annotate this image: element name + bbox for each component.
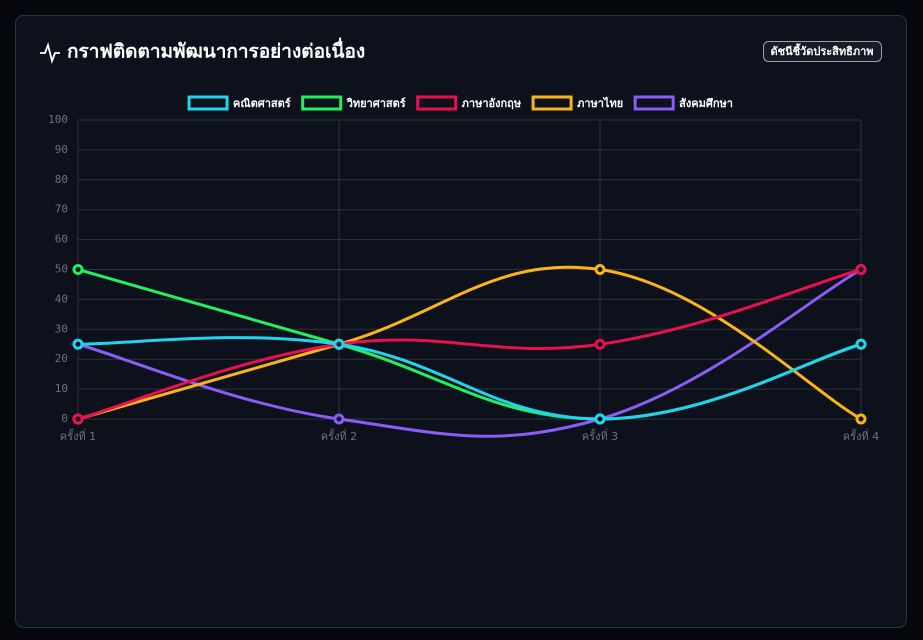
series-line	[77, 336, 862, 421]
y-tick-label: 90	[55, 143, 68, 156]
x-tick-label: ครั้งที่ 3	[582, 428, 618, 443]
y-tick-label: 0	[61, 412, 68, 425]
point[interactable]	[72, 413, 84, 425]
y-tick-label: 30	[55, 322, 68, 335]
point[interactable]	[594, 264, 606, 275]
point[interactable]	[333, 413, 345, 425]
point[interactable]	[594, 338, 606, 350]
x-tick-label: ครั้งที่ 1	[60, 428, 96, 443]
legend-swatch[interactable]	[633, 95, 675, 111]
y-tick-label: 50	[55, 263, 68, 276]
y-tick-label: 100	[48, 113, 68, 126]
legend-label[interactable]: ภาษาไทย	[577, 96, 623, 110]
y-tick-label: 20	[55, 352, 68, 365]
pulse-icon	[40, 41, 60, 65]
y-tick-label: 70	[55, 203, 68, 216]
legend-label[interactable]: ภาษาอังกฤษ	[462, 97, 522, 110]
x-tick-label: ครั้งที่ 4	[843, 428, 879, 443]
point[interactable]	[333, 338, 345, 350]
y-tick-label: 10	[55, 382, 68, 395]
series-line	[77, 265, 862, 421]
badge-label[interactable]: ดัชนีชี้วัดประสิทธิภาพ	[770, 43, 873, 58]
point[interactable]	[72, 264, 84, 275]
legend-label[interactable]: วิทยาศาสตร์	[346, 97, 406, 110]
y-tick-label: 80	[55, 173, 68, 186]
legend-swatch[interactable]	[416, 95, 458, 111]
legend-swatch[interactable]	[187, 95, 229, 111]
point[interactable]	[594, 413, 606, 425]
point[interactable]	[855, 338, 867, 350]
chart-title: กราฟติดตามพัฒนาการอย่างต่อเนื่อง	[67, 38, 365, 63]
legend-label[interactable]: สังคมศึกษา	[679, 97, 733, 110]
badge[interactable]	[763, 41, 882, 62]
x-tick-label: ครั้งที่ 2	[321, 428, 357, 443]
y-tick-label: 40	[55, 292, 68, 305]
y-tick-label: 60	[55, 233, 68, 246]
point[interactable]	[855, 413, 867, 425]
point[interactable]	[855, 264, 867, 275]
point[interactable]	[72, 338, 84, 350]
legend-swatch[interactable]	[531, 95, 573, 111]
card	[15, 15, 907, 628]
legend-label[interactable]: คณิตศาสตร์	[233, 97, 291, 110]
legend-swatch[interactable]	[301, 95, 343, 111]
series-line	[77, 268, 862, 421]
